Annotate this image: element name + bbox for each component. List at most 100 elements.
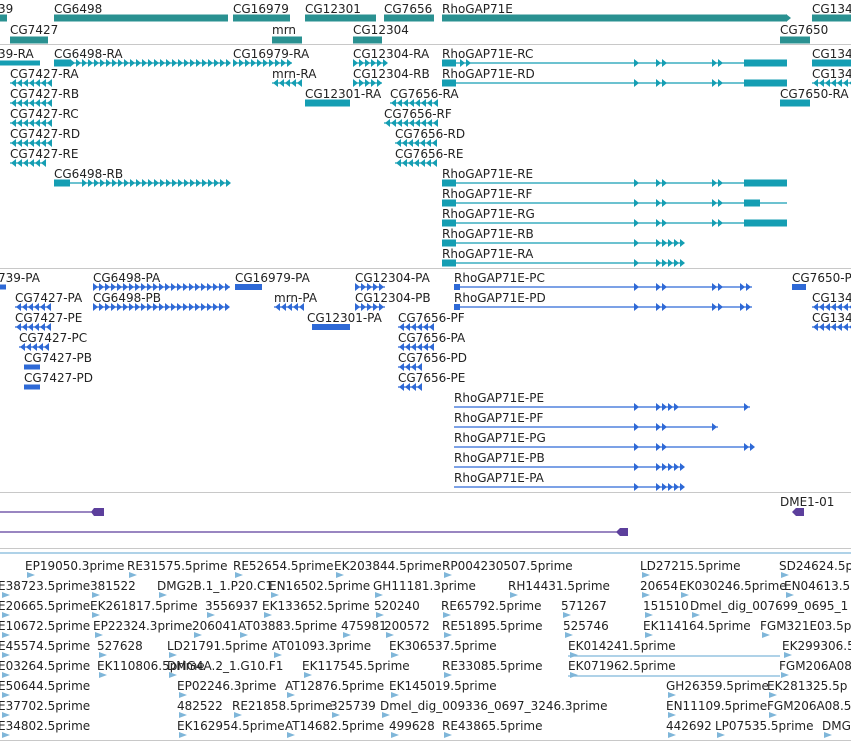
- feature-label[interactable]: CG7656-PE: [398, 371, 465, 385]
- exon-block[interactable]: [442, 199, 456, 207]
- exon-block[interactable]: [442, 79, 456, 87]
- feature-label[interactable]: CG6498-PA: [93, 271, 161, 285]
- feature-label[interactable]: EK162954.5prime: [177, 719, 285, 733]
- feature-label[interactable]: 527628: [97, 639, 143, 653]
- feature-label[interactable]: CG12301-PA: [307, 311, 383, 325]
- feature-label[interactable]: 520240: [374, 599, 420, 613]
- feature-label[interactable]: CG7656-RE: [395, 147, 463, 161]
- est-feature[interactable]: [2, 692, 10, 698]
- feature-label[interactable]: E03264.5prime: [0, 659, 90, 673]
- feature-label[interactable]: RE21858.5prime: [232, 699, 333, 713]
- feature-label[interactable]: SD24624.5prime: [779, 559, 851, 573]
- feature-label[interactable]: DMG4A.2_1.G10.F1: [167, 659, 283, 673]
- feature-label[interactable]: 200572: [384, 619, 430, 633]
- feature-bar[interactable]: [353, 36, 382, 44]
- est-feature[interactable]: [207, 612, 215, 618]
- feature-label[interactable]: RE43865.5prime: [442, 719, 543, 733]
- feature-label[interactable]: 206041: [192, 619, 238, 633]
- feature-label[interactable]: RhoGAP71E-RA: [442, 247, 534, 261]
- feature-label[interactable]: mrn: [272, 23, 296, 37]
- est-feature[interactable]: [681, 592, 689, 598]
- feature-label[interactable]: 39-RA: [0, 47, 34, 61]
- feature-label[interactable]: CG7427-PA: [15, 291, 83, 305]
- feature-label[interactable]: CG7650-RA: [780, 87, 849, 101]
- feature-label[interactable]: CG7656-RA: [390, 87, 459, 101]
- feature-label[interactable]: RE33085.5prime: [442, 659, 543, 673]
- feature-label[interactable]: 3556937: [205, 599, 258, 613]
- est-feature[interactable]: [786, 592, 794, 598]
- feature-label[interactable]: EK110806.5prime: [97, 659, 205, 673]
- feature-label[interactable]: CG12304-PB: [355, 291, 431, 305]
- exon-block[interactable]: [442, 259, 456, 267]
- feature-label[interactable]: EK133652.5prime: [262, 599, 370, 613]
- est-feature[interactable]: [769, 692, 777, 698]
- feature-label[interactable]: Dmel_dig_007699_0695_1: [690, 599, 848, 613]
- feature-label[interactable]: CG7656-PA: [398, 331, 466, 345]
- est-feature[interactable]: [129, 572, 137, 578]
- feature-label[interactable]: CG12304-RB: [353, 67, 430, 81]
- feature-label[interactable]: EN11109.5prime: [666, 699, 767, 713]
- feature-bar[interactable]: [233, 14, 290, 22]
- feature-label[interactable]: CG12304: [353, 23, 409, 37]
- feature-label[interactable]: EK030246.5prime: [679, 579, 787, 593]
- feature-bar[interactable]: [235, 284, 262, 290]
- est-feature[interactable]: [92, 612, 100, 618]
- est-feature[interactable]: [668, 732, 676, 738]
- est-feature[interactable]: [565, 632, 573, 638]
- est-feature[interactable]: [240, 632, 248, 638]
- exon-block[interactable]: [744, 219, 787, 227]
- est-feature[interactable]: [194, 632, 202, 638]
- est-feature[interactable]: [762, 632, 770, 638]
- feature-label[interactable]: RhoGAP71E-RE: [442, 167, 533, 181]
- feature-label[interactable]: 525746: [563, 619, 609, 633]
- feature-label[interactable]: EP02246.3prime: [177, 679, 276, 693]
- feature-label[interactable]: 739-PA: [0, 271, 41, 285]
- feature-label[interactable]: CG7427-PC: [19, 331, 87, 345]
- feature-bar[interactable]: [792, 284, 806, 290]
- feature-label[interactable]: E45574.5prime: [0, 639, 90, 653]
- est-feature[interactable]: [99, 652, 107, 658]
- est-feature[interactable]: [274, 652, 282, 658]
- feature-label[interactable]: DMG: [822, 719, 851, 733]
- exon-block[interactable]: [744, 59, 787, 67]
- feature-label[interactable]: EK117545.5prime: [302, 659, 410, 673]
- feature-label[interactable]: FGM321E03.5p: [760, 619, 851, 633]
- est-feature[interactable]: [2, 652, 10, 658]
- exon-block[interactable]: [442, 59, 456, 67]
- feature-label[interactable]: RhoGAP71E-PE: [454, 391, 544, 405]
- feature-label[interactable]: RhoGAP71E-PD: [454, 291, 546, 305]
- feature-label[interactable]: RhoGAP71E-PC: [454, 271, 545, 285]
- est-feature[interactable]: [2, 732, 10, 738]
- feature-label[interactable]: 442692: [666, 719, 712, 733]
- feature-label[interactable]: EK114164.5prime: [643, 619, 751, 633]
- est-feature[interactable]: [781, 572, 789, 578]
- feature-label[interactable]: CG16979: [233, 2, 289, 16]
- feature-bar[interactable]: [780, 99, 810, 107]
- est-feature[interactable]: [2, 712, 10, 718]
- feature-label[interactable]: CG6498-PB: [93, 291, 161, 305]
- est-feature[interactable]: [99, 672, 107, 678]
- feature-label[interactable]: 482522: [177, 699, 223, 713]
- feature-label[interactable]: CG7427-PE: [15, 311, 82, 325]
- feature-label[interactable]: CG7650-P: [792, 271, 851, 285]
- feature-label[interactable]: CG134: [812, 47, 851, 61]
- feature-label[interactable]: E37702.5prime: [0, 699, 90, 713]
- feature-label[interactable]: FGM206A08: [779, 659, 851, 673]
- est-feature[interactable]: [642, 592, 650, 598]
- feature-label[interactable]: LD21791.5prime: [167, 639, 268, 653]
- feature-label[interactable]: RE65792.5prime: [441, 599, 542, 613]
- est-feature[interactable]: [784, 652, 792, 658]
- feature-bar[interactable]: [312, 324, 350, 330]
- est-feature[interactable]: [304, 672, 312, 678]
- exon-block[interactable]: [442, 179, 456, 187]
- est-feature[interactable]: [169, 672, 177, 678]
- feature-label[interactable]: EN04613.5: [784, 579, 850, 593]
- feature-label[interactable]: EP22324.3prime: [93, 619, 192, 633]
- feature-label[interactable]: CG16979-RA: [233, 47, 310, 61]
- feature-label[interactable]: RhoGAP71E: [442, 2, 513, 16]
- feature-label[interactable]: CG134: [812, 2, 851, 16]
- feature-label[interactable]: 325739: [330, 699, 376, 713]
- feature-label[interactable]: RhoGAP71E-RG: [442, 207, 535, 221]
- feature-label[interactable]: CG7427-PD: [24, 371, 93, 385]
- feature-label[interactable]: CG134: [812, 311, 851, 325]
